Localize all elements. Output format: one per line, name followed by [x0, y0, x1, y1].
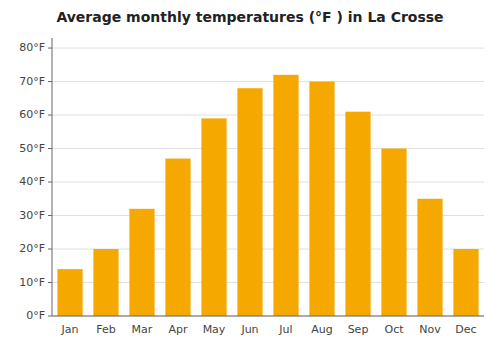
- grid: [52, 48, 484, 316]
- chart: 0°F 10°F 20°F 30°F 40°F 50°F 60°F 70°F 80°F Jan Fe…: [0, 0, 500, 350]
- tick-label: 10°F: [19, 276, 45, 289]
- tick-label: 80°F: [19, 41, 45, 54]
- tick-label: 0°F: [26, 309, 45, 322]
- tick-label: Jul: [278, 323, 292, 336]
- tick-label: Feb: [96, 323, 115, 336]
- tick-label: Oct: [384, 323, 404, 336]
- bar: [93, 249, 118, 316]
- y-axis: 0°F 10°F 20°F 30°F 40°F 50°F 60°F 70°F 80°F: [19, 41, 52, 322]
- tick-mark: [48, 182, 52, 183]
- tick-label: 50°F: [19, 142, 45, 155]
- tick-label: Apr: [168, 323, 188, 336]
- tick-label: Nov: [419, 323, 441, 336]
- tick-label: Jun: [240, 323, 258, 336]
- x-axis: Jan Feb Mar Apr May Jun Jul Aug Sep Oct Nov Dec: [61, 323, 477, 336]
- tick-label: 60°F: [19, 108, 45, 121]
- y-axis-line: [52, 38, 53, 316]
- bar: [453, 249, 478, 316]
- bar: [201, 118, 226, 316]
- tick-mark: [48, 81, 52, 82]
- bar: [345, 112, 370, 316]
- tick-label: 40°F: [19, 175, 45, 188]
- bar: [417, 199, 442, 316]
- bar: [237, 88, 262, 316]
- tick-mark: [48, 215, 52, 216]
- tick-mark: [48, 48, 52, 49]
- tick-mark: [48, 148, 52, 149]
- tick-mark: [48, 282, 52, 283]
- tick-label: 70°F: [19, 75, 45, 88]
- bar: [57, 269, 82, 316]
- bar: [381, 149, 406, 316]
- grid-line: [52, 81, 484, 82]
- tick-label: 20°F: [19, 242, 45, 255]
- page: Chart html, body { margin: 0; padding: 0…: [0, 0, 500, 350]
- grid-line: [52, 48, 484, 49]
- bars: [57, 75, 478, 316]
- title: Average monthly temperatures (°F ) in La…: [56, 9, 443, 25]
- axes: [52, 38, 484, 316]
- grid-line: [52, 182, 484, 183]
- grid-line: [52, 115, 484, 116]
- page-body: {"chart_data": {"type": "bar", "title": …: [0, 0, 500, 350]
- tick-label: Sep: [348, 323, 369, 336]
- bar: [273, 75, 298, 316]
- tick-mark: [48, 316, 52, 317]
- bar: [309, 82, 334, 316]
- grid-line: [52, 148, 484, 149]
- bar: [129, 209, 154, 316]
- tick-mark: [48, 115, 52, 116]
- tick-label: 30°F: [19, 209, 45, 222]
- tick-label: Dec: [455, 323, 476, 336]
- tick-label: Aug: [311, 323, 332, 336]
- tick-mark: [48, 249, 52, 250]
- tick-label: Mar: [132, 323, 153, 336]
- tick-label: Jan: [61, 323, 79, 336]
- tick-label: May: [203, 323, 226, 336]
- bar: [165, 159, 190, 316]
- grid-line: [52, 316, 484, 317]
- x-axis-line: [52, 316, 484, 317]
